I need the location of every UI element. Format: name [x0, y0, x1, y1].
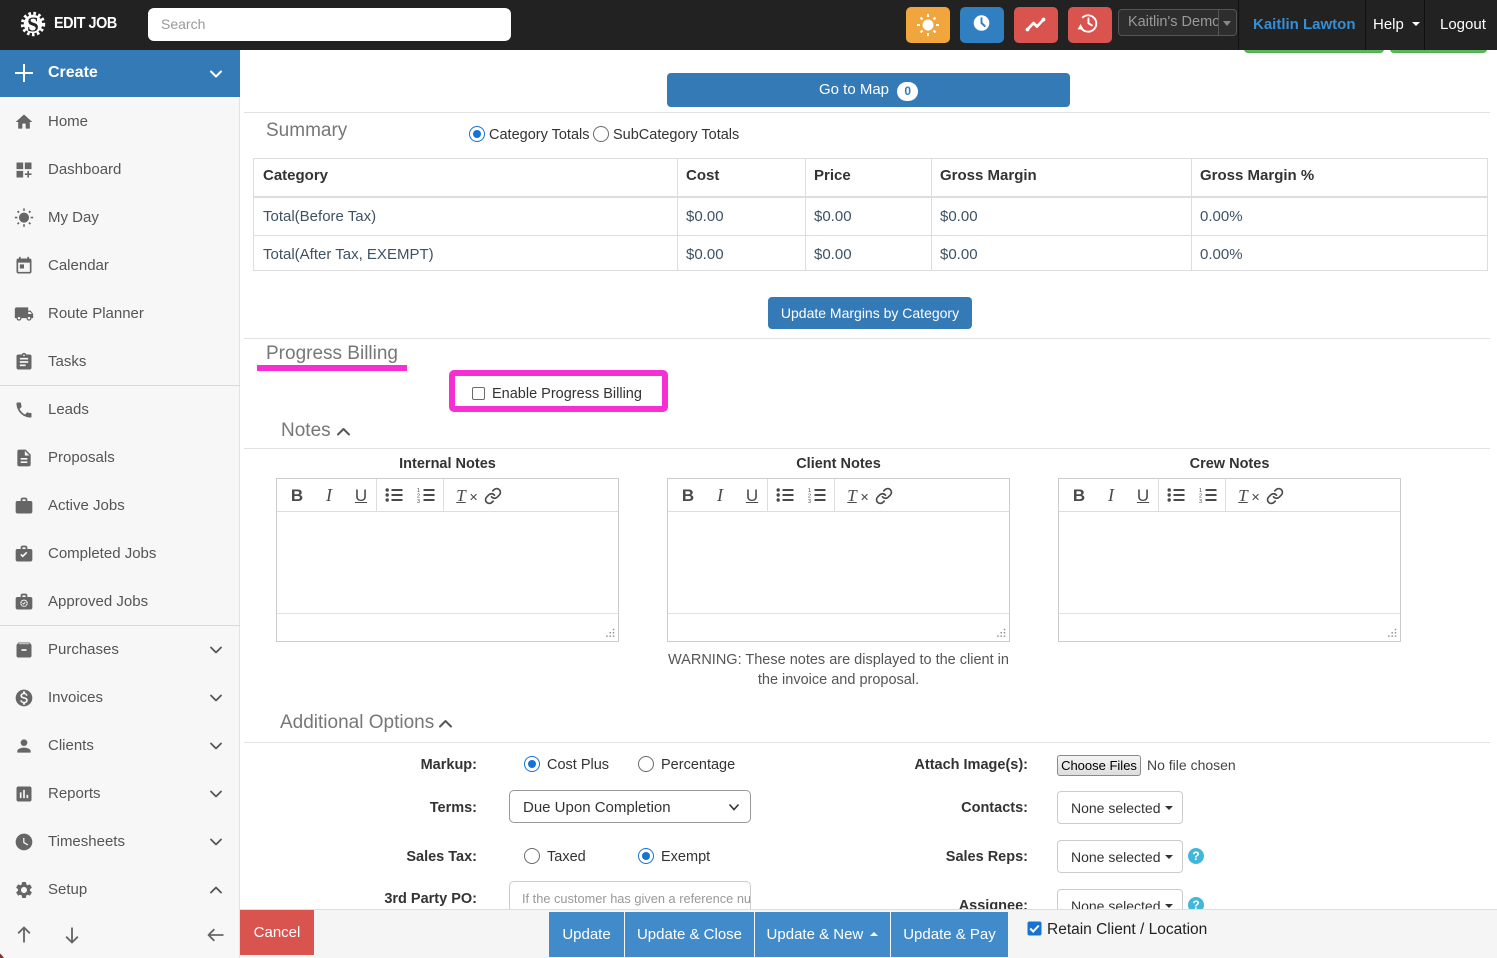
svg-text:1: 1 — [1199, 488, 1202, 494]
svg-text:3: 3 — [808, 499, 811, 503]
svg-text:3: 3 — [1199, 499, 1202, 503]
svg-text:3: 3 — [417, 499, 420, 503]
svg-text:2: 2 — [808, 494, 811, 500]
svg-text:1: 1 — [417, 488, 420, 494]
svg-text:1: 1 — [808, 488, 811, 494]
svg-text:S: S — [27, 13, 39, 37]
svg-text:2: 2 — [1199, 494, 1202, 500]
svg-text:2: 2 — [417, 494, 420, 500]
